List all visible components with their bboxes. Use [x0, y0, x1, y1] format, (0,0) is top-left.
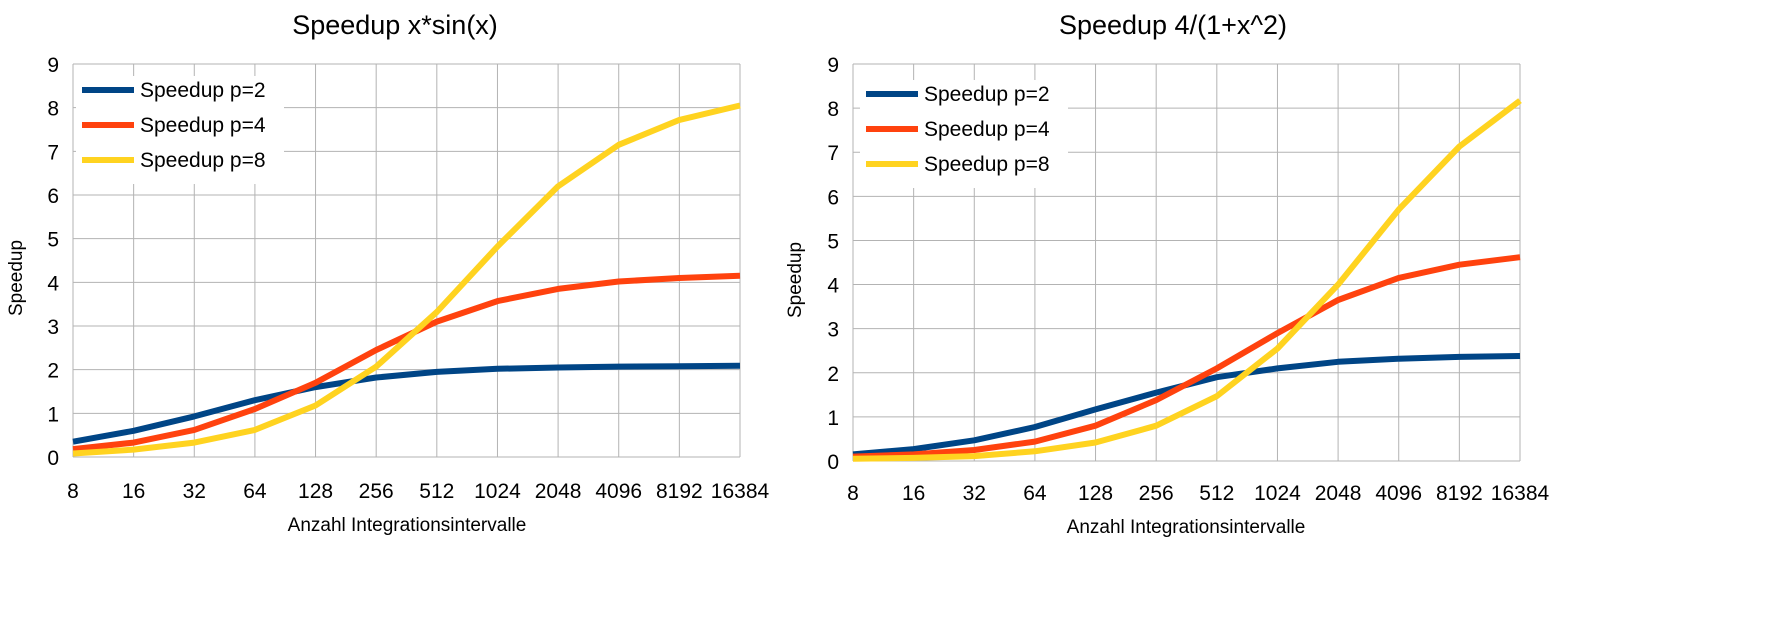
x-tick-label: 16 [902, 482, 925, 505]
legend-box [76, 76, 284, 184]
y-tick-label: 4 [47, 272, 59, 295]
x-tick-label: 128 [1078, 482, 1113, 505]
y-tick-label: 5 [47, 229, 59, 252]
y-axis-label: Speedup [785, 242, 806, 318]
y-tick-label: 7 [827, 142, 839, 165]
y-tick-label: 2 [827, 363, 839, 386]
chart-title: Speedup x*sin(x) [292, 10, 498, 40]
x-tick-label: 16 [122, 480, 145, 503]
series-line-3 [72, 102, 741, 457]
series-line-2 [852, 254, 1521, 460]
x-tick-label: 16384 [1491, 482, 1550, 505]
y-tick-label: 3 [47, 316, 59, 339]
x-tick-label: 8 [847, 482, 859, 505]
y-tick-label: 6 [827, 186, 839, 209]
x-tick-label: 64 [243, 480, 267, 503]
x-tick-label: 4096 [1375, 482, 1422, 505]
x-tick-label: 32 [963, 482, 986, 505]
y-tick-label: 1 [47, 403, 59, 426]
x-tick-label: 4096 [595, 480, 642, 503]
y-tick-label: 0 [47, 447, 59, 470]
legend-label: Speedup p=4 [140, 114, 266, 137]
x-axis-label: Anzahl Integrationsintervalle [288, 515, 527, 536]
y-axis-label: Speedup [6, 240, 27, 316]
y-tick-label: 0 [827, 451, 839, 474]
x-tick-label: 8192 [1436, 482, 1483, 505]
legend-label: Speedup p=8 [140, 149, 266, 172]
series-line-1 [852, 353, 1521, 458]
x-tick-label: 1024 [474, 480, 521, 503]
chart-title: Speedup 4/(1+x^2) [1059, 10, 1287, 40]
x-tick-label: 8 [67, 480, 79, 503]
x-tick-label: 2048 [535, 480, 582, 503]
series-line-3 [852, 98, 1522, 462]
y-tick-label: 9 [827, 54, 839, 77]
y-tick-label: 7 [47, 141, 59, 164]
y-tick-label: 5 [827, 230, 839, 253]
legend-label: Speedup p=8 [924, 153, 1050, 176]
x-tick-label: 8192 [656, 480, 703, 503]
x-tick-label: 64 [1023, 482, 1047, 505]
x-tick-label: 128 [298, 480, 333, 503]
legend-label: Speedup p=4 [924, 118, 1050, 141]
x-tick-label: 16384 [711, 480, 770, 503]
x-axis-label: Anzahl Integrationsintervalle [1067, 517, 1306, 538]
x-tick-label: 2048 [1315, 482, 1362, 505]
x-tick-label: 256 [1139, 482, 1174, 505]
x-tick-label: 512 [1199, 482, 1234, 505]
x-tick-label: 512 [419, 480, 454, 503]
y-tick-label: 3 [827, 319, 839, 342]
y-tick-label: 1 [827, 407, 839, 430]
y-tick-label: 9 [47, 54, 59, 77]
y-tick-label: 4 [827, 275, 839, 298]
y-tick-label: 8 [47, 98, 59, 121]
legend-box [860, 80, 1068, 188]
legend-label: Speedup p=2 [140, 79, 266, 102]
x-tick-label: 1024 [1254, 482, 1301, 505]
x-tick-label: 32 [183, 480, 206, 503]
series-line-1 [72, 362, 741, 445]
y-tick-label: 8 [827, 98, 839, 121]
y-tick-label: 2 [47, 360, 59, 383]
y-tick-label: 6 [47, 185, 59, 208]
x-tick-label: 256 [359, 480, 394, 503]
legend-label: Speedup p=2 [924, 83, 1050, 106]
